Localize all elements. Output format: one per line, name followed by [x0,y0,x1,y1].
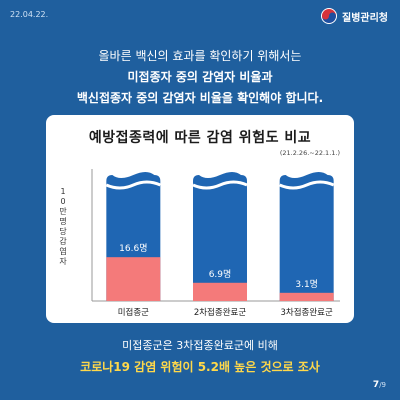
bar-break-wave [279,180,335,190]
chart-card: 예방접종력에 따른 감염 위험도 비교 (21.2.26.~22.1.1.) 1… [46,115,354,323]
bar-value-label: 6.9명 [209,269,232,280]
bar-background [193,172,247,301]
brand: 질병관리청 [321,8,388,24]
intro-line-3: 백신접종자 중의 감염자 비율을 확인해야 합니다. [76,91,324,105]
bar-value-label: 3.1명 [295,279,318,290]
bar-background [279,172,334,301]
chart-title: 예방접종력에 따른 감염 위험도 비교 [88,130,312,146]
intro-line-2: 미접종자 중의 감염자 비율과 [127,70,273,84]
category-label: 2차접종완료군 [194,307,247,318]
chart-period: (21.2.26.~22.1.1.) [279,149,340,157]
page-indicator: 7/9 [373,380,386,390]
category-label: 미접종군 [118,307,149,318]
page-current: 7 [372,380,380,390]
intro-line-1: 올바른 백신의 효과를 확인하기 위해서는 [98,49,302,63]
page-total: /9 [379,381,386,389]
bar-value [106,257,161,301]
summary-line-2: 코로나19 감염 위험이 5.2배 높은 것으로 조사 [80,360,320,374]
category-label: 3차접종완료군 [280,307,333,318]
bar-value [279,292,334,301]
bar-value-label: 16.6명 [119,243,147,254]
brand-name: 질병관리청 [342,12,388,24]
intro-text: 올바른 백신의 효과를 확인하기 위해서는 미접종자 중의 감염자 비율과 백신… [0,46,400,109]
bar-break-wave [105,180,161,190]
publish-date: 22.04.22. [10,10,49,19]
bar-break-wave [192,180,248,190]
summary-line-1: 미접종군은 3차접종완료군에 비해 [122,339,278,352]
taegeuk-logo-icon [321,8,337,24]
bar-value [193,282,247,301]
